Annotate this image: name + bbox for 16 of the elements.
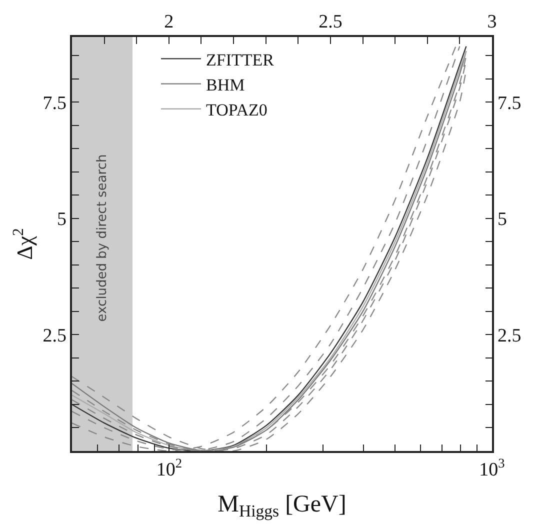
band-label: excluded by direct search: [94, 154, 110, 322]
legend-label: ZFITTER: [206, 50, 275, 70]
x-tick-label: 10$^{2}$: [156, 456, 182, 481]
y2-tick-label: 2.5: [498, 325, 522, 346]
x2-tick-label: 2.5: [318, 12, 342, 33]
x2-tick-label: 3: [487, 12, 497, 33]
y-tick-label: 5: [56, 209, 66, 230]
x-tick-label: 10$^{3}$: [479, 456, 506, 481]
legend-label: TOPAZ0: [206, 100, 268, 120]
y2-tick-label: 5: [498, 209, 508, 230]
legend-label: BHM: [206, 75, 245, 94]
y-tick-label: 2.5: [42, 325, 66, 346]
y2-tick-label: 7.5: [498, 92, 522, 114]
y-tick-label: 7.5: [42, 92, 66, 114]
x2-tick-label: 2: [164, 12, 174, 33]
x-axis-title: M$_{Higgs}$ [GeV]: [218, 491, 346, 520]
